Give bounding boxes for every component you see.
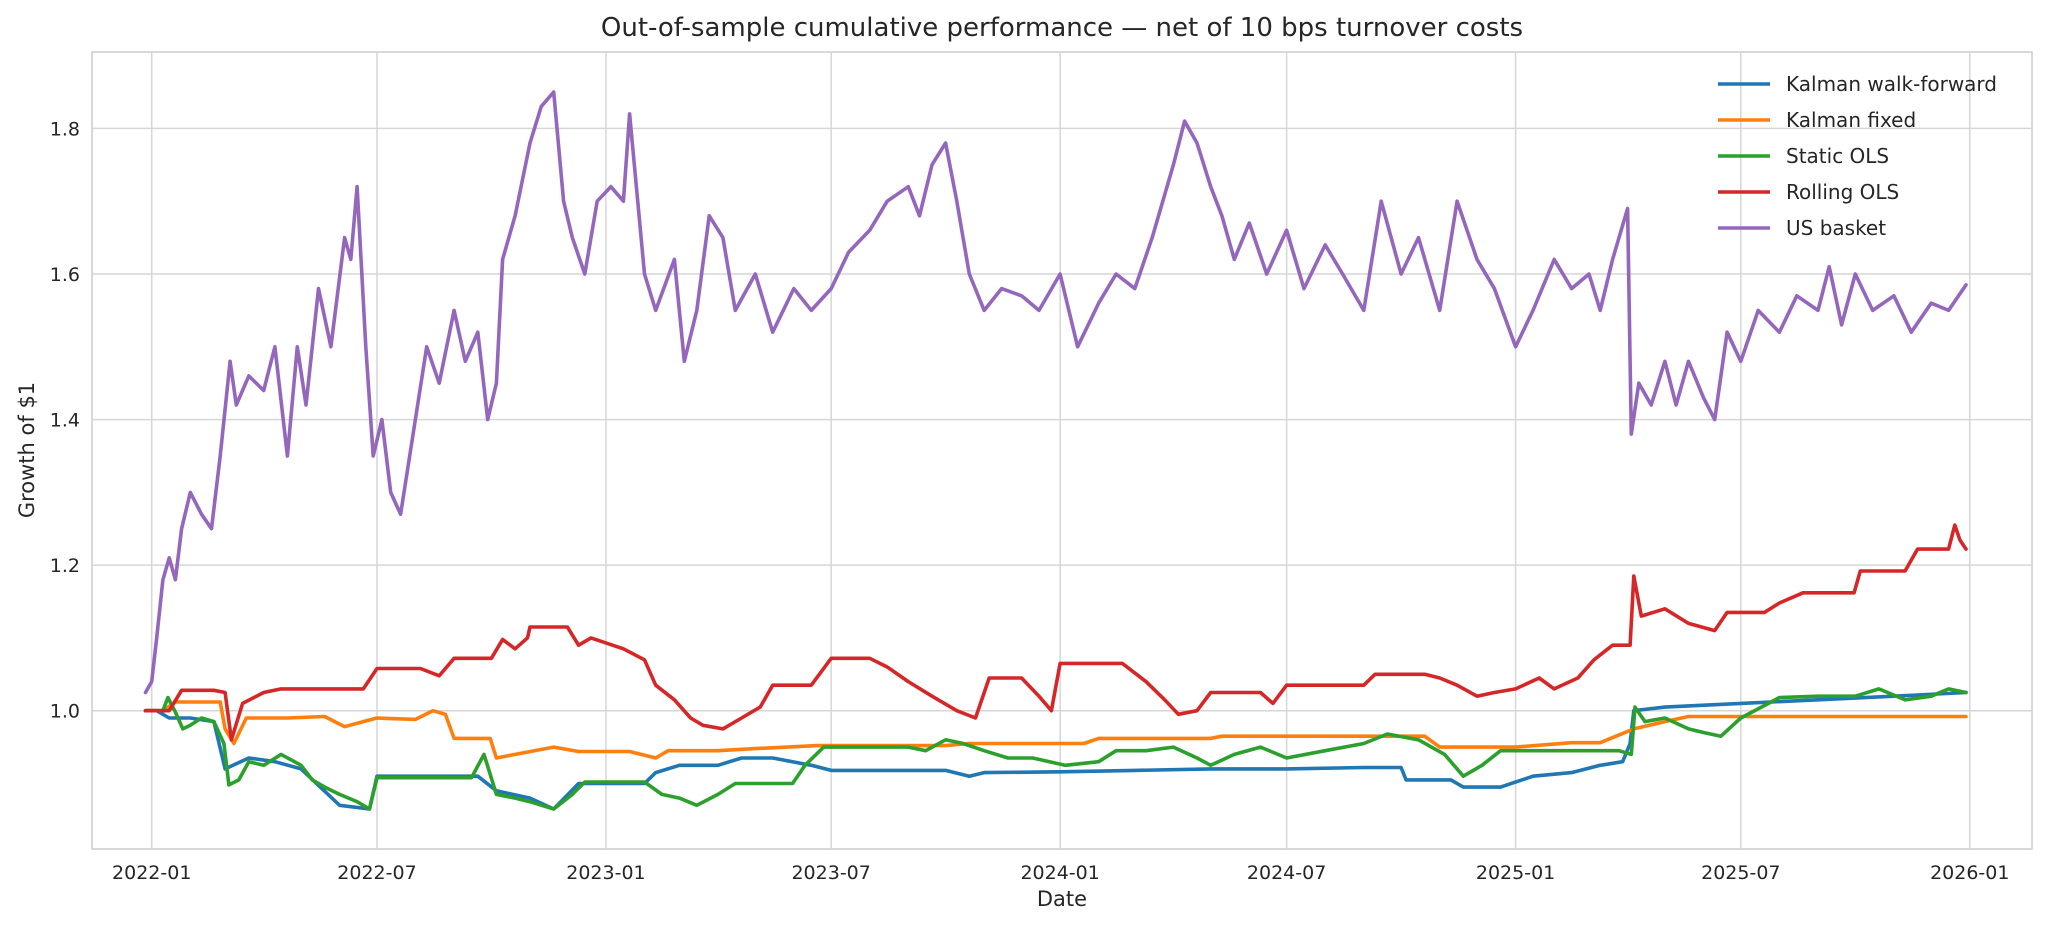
tick-labels: 2022-01 2022-07 2023-01 2023-07 2024-01 2024-… <box>50 118 2010 884</box>
x-tick-label: 2025-01 <box>1476 862 1555 884</box>
series-line-static-ols <box>143 687 1968 811</box>
x-tick-label: 2026-01 <box>1930 862 2009 884</box>
y-tick-label: 1.8 <box>50 118 80 140</box>
x-axis-label: Date <box>1037 887 1087 911</box>
series-line-us-basket <box>143 90 1968 695</box>
y-axis-label: Growth of $1 <box>15 382 39 518</box>
series-lines <box>143 90 1968 811</box>
legend-label-static-ols: Static OLS <box>1786 144 1889 168</box>
legend-label-kalman-fixed: Kalman fixed <box>1786 108 1916 132</box>
y-tick-label: 1.2 <box>50 555 80 577</box>
legend-label-kalman-walk-forward: Kalman walk-forward <box>1786 72 1997 96</box>
series-line-kalman-fixed <box>143 700 1968 760</box>
series-line-rolling-ols <box>143 523 1968 742</box>
chart-title: Out-of-sample cumulative performance — n… <box>601 13 1523 43</box>
x-tick-label: 2022-01 <box>112 862 191 884</box>
x-tick-label: 2022-07 <box>337 862 416 884</box>
grid-lines <box>92 52 2032 849</box>
x-tick-label: 2023-07 <box>791 862 870 884</box>
x-tick-label: 2023-01 <box>566 862 645 884</box>
y-tick-label: 1.6 <box>50 264 80 286</box>
x-tick-label: 2024-01 <box>1020 862 1099 884</box>
legend-label-rolling-ols: Rolling OLS <box>1786 180 1899 204</box>
y-tick-label: 1.0 <box>50 701 80 723</box>
y-tick-label: 1.4 <box>50 410 80 432</box>
legend-label-us-basket: US basket <box>1786 216 1886 240</box>
x-tick-label: 2025-07 <box>1701 862 1780 884</box>
x-tick-label: 2024-07 <box>1247 862 1326 884</box>
legend: Kalman walk-forward Kalman fixed Static OL… <box>1718 72 1997 240</box>
